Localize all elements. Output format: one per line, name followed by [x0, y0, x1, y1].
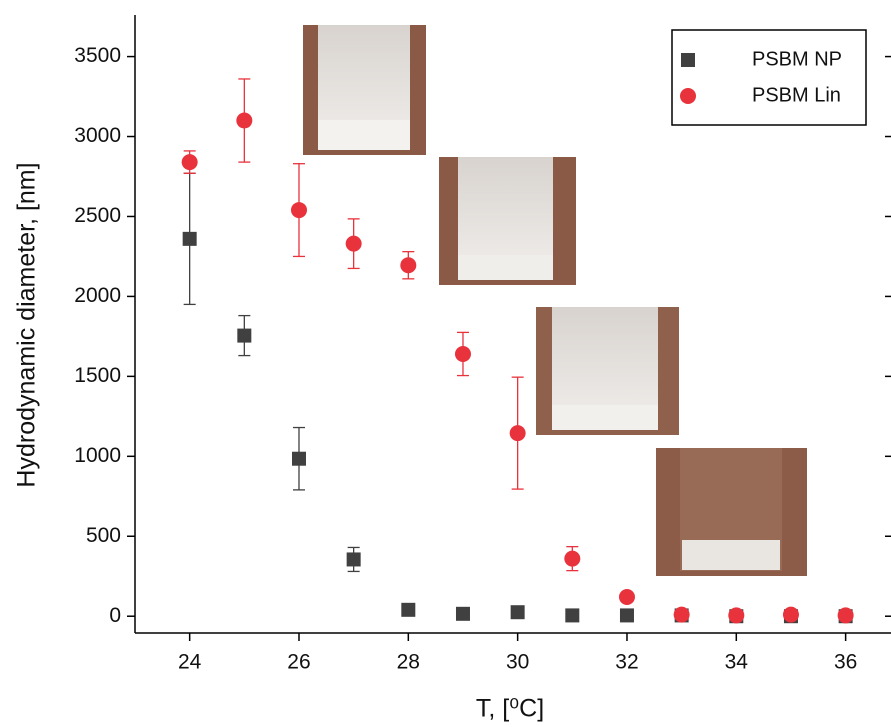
- point: [509, 425, 526, 442]
- point: [618, 589, 635, 606]
- point: [454, 345, 471, 362]
- point: [619, 608, 634, 623]
- legend-box: [671, 29, 867, 126]
- point: [837, 607, 854, 624]
- point: [236, 112, 253, 129]
- point: [345, 235, 362, 252]
- x-tick-label: 34: [725, 651, 749, 674]
- point: [290, 202, 307, 219]
- photo: [536, 307, 679, 435]
- point: [455, 606, 470, 621]
- x-tick-label: 36: [834, 651, 857, 674]
- x-tick-label: 26: [287, 651, 310, 674]
- y-tick-label: 2000: [74, 284, 121, 307]
- photo: [439, 157, 576, 285]
- point: [346, 552, 361, 567]
- x-tick-label: 32: [615, 651, 638, 674]
- x-tick-label: 24: [178, 651, 202, 674]
- x-tick-label: 30: [506, 651, 529, 674]
- point: [181, 154, 198, 171]
- y-axis-label: Hydrodynamic diameter, [nm]: [13, 162, 41, 487]
- point: [564, 550, 581, 567]
- y-tick-label: 500: [86, 524, 121, 547]
- y-tick-label: 1500: [74, 364, 121, 387]
- point: [291, 451, 306, 466]
- photo: [656, 448, 807, 576]
- point: [400, 257, 417, 274]
- point: [782, 606, 799, 623]
- point: [565, 608, 580, 623]
- legend-marker: [681, 53, 695, 67]
- point: [728, 607, 745, 624]
- point: [237, 328, 252, 343]
- y-tick-label: 0: [109, 604, 121, 627]
- point: [673, 606, 690, 623]
- point: [182, 231, 197, 246]
- y-tick-label: 3500: [74, 44, 121, 67]
- x-axis-label: T, [⁰C]: [476, 695, 544, 723]
- legend-label: PSBM Lin: [752, 84, 841, 106]
- photo: [303, 25, 426, 155]
- x-tick-label: 28: [397, 651, 420, 674]
- y-tick-label: 2500: [74, 204, 121, 227]
- legend-marker: [680, 88, 696, 104]
- legend-label: PSBM NP: [752, 48, 842, 70]
- y-tick-label: 3000: [74, 124, 121, 147]
- point: [401, 602, 416, 617]
- y-tick-label: 1000: [74, 444, 121, 467]
- inset-photos: [303, 25, 807, 576]
- point: [510, 605, 525, 620]
